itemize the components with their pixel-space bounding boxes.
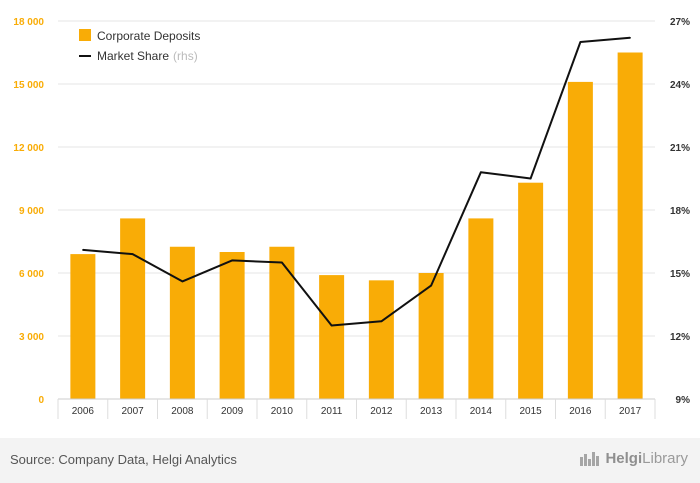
legend-swatch-corporate-deposits [79,29,91,41]
left-axis-tick-label: 9 000 [19,206,44,217]
legend-label-market-share: Market Share (rhs) [97,49,198,63]
bar [617,52,643,399]
x-axis-tick-label: 2016 [569,406,592,417]
grid-lines [58,20,655,337]
bar [269,246,295,399]
x-axis-tick-label: 2013 [420,406,443,417]
bar [368,280,394,399]
line-series-market-share [82,36,631,327]
helgi-library-logo: HelgiLibrary [579,450,688,467]
bar [418,273,444,399]
line-point [529,177,532,180]
bar [169,246,195,399]
x-axis-tick-label: 2015 [520,406,543,417]
line-point [430,284,432,287]
left-axis-tick-label: 3 000 [19,332,44,343]
x-axis-tick-label: 2006 [72,406,95,417]
right-axis-tick-label: 24% [670,80,690,91]
x-axis-tick-label: 2011 [321,406,343,417]
bar [70,254,96,399]
line-point [82,249,84,251]
line-point [181,280,184,283]
line-point [480,171,482,173]
logo-text: HelgiLibrary [605,450,688,467]
x-axis-tick-label: 2014 [470,406,493,417]
x-axis-tick-label: 2008 [171,406,194,417]
market-share-line [82,36,631,327]
footer: Source: Company Data, Helgi Analytics He… [0,438,700,483]
legend-label-market-share-suffix: (rhs) [173,49,198,63]
right-axis-tick-label: 27% [670,17,690,28]
line-point [629,37,631,39]
left-axis-tick-label: 6 000 [19,269,44,280]
left-axis-tick-label: 18 000 [13,17,44,28]
right-axis-tick-label: 21% [670,143,690,154]
line-point [579,41,582,43]
source-note: Source: Company Data, Helgi Analytics [10,452,237,467]
left-axis-tick-label: 0 [38,395,44,406]
line-point [231,259,233,262]
x-axis-tick-label: 2010 [271,406,294,417]
legend-label-corporate-deposits: Corporate Deposits [97,29,200,43]
bar [518,182,544,399]
legend: Corporate Deposits Market Share (rhs) [79,29,200,63]
line-point [131,253,134,255]
bar [567,81,593,400]
chart: 0 3 000 6 000 9 000 12 000 15 000 18 000 9% 12% 1… [13,17,690,419]
x-axis-tick-label: 2017 [619,406,642,417]
building-icon [579,451,601,467]
line-point [330,324,333,327]
line-point [380,320,383,323]
bar [319,275,345,399]
bar-series-corporate-deposits [70,52,643,400]
bar [120,218,146,399]
left-axis-tick-label: 15 000 [13,80,44,91]
left-axis-tick-label: 12 000 [13,143,44,154]
right-axis-tick-label: 9% [676,395,691,406]
bar [468,218,494,399]
bar [219,252,245,399]
x-axis-tick-label: 2009 [221,406,244,417]
x-axis-tick-label: 2007 [122,406,145,417]
right-axis-tick-label: 18% [670,206,690,217]
axes: 0 3 000 6 000 9 000 12 000 15 000 18 000 9% 12% 1… [13,17,690,419]
right-axis-tick-label: 12% [670,332,690,343]
x-axis-tick-label: 2012 [370,406,393,417]
right-axis-tick-label: 15% [670,269,690,280]
legend-label-market-share-name: Market Share [97,49,169,63]
line-point [281,261,283,264]
